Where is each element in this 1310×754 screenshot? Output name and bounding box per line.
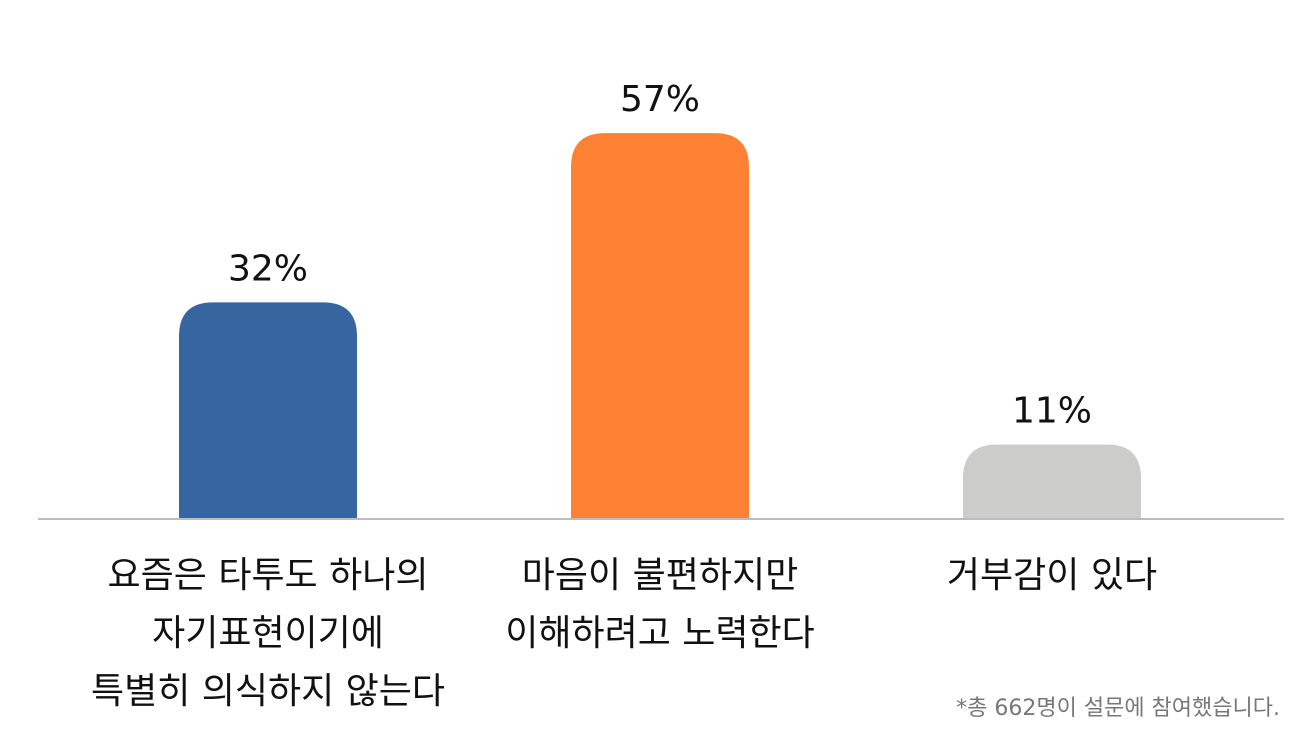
category-label-2-line-2: 이해하려고 노력한다 — [505, 613, 815, 654]
bar-1 — [179, 302, 357, 519]
category-label-1-line-1: 요즘은 타투도 하나의 — [108, 555, 429, 596]
bar-2 — [571, 133, 749, 519]
footnote: *총 662명이 설문에 참여했습니다. — [956, 696, 1280, 721]
category-label-2-line-1: 마음이 불편하지만 — [522, 555, 798, 596]
bars-group — [179, 133, 1141, 519]
data-label-2: 57% — [620, 79, 700, 120]
category-label-1-line-3: 특별히 의식하지 않는다 — [91, 671, 445, 712]
bar-3 — [963, 444, 1141, 519]
category-label-1-line-2: 자기표현이기에 — [152, 613, 384, 654]
data-label-1: 32% — [228, 248, 308, 289]
category-label-3-line-1: 거부감이 있다 — [947, 555, 1157, 596]
data-label-3: 11% — [1012, 391, 1092, 432]
value-labels-group: 32% 57% 11% — [228, 79, 1092, 431]
